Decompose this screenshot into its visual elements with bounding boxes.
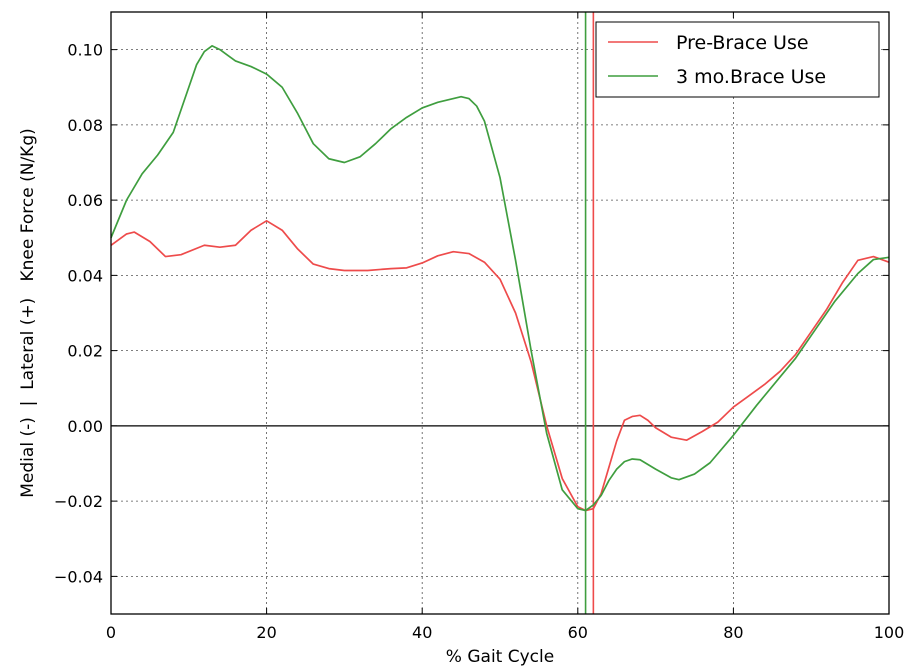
x-tick-labels: 0 20 40 60 80 100 [106, 623, 904, 642]
x-tick-label-2: 40 [412, 623, 432, 642]
y-tick-label-6: 0.08 [67, 116, 103, 135]
plot-frame [110, 11, 890, 615]
x-tick-label-3: 60 [568, 623, 588, 642]
y-tick-label-7: 0.10 [67, 41, 103, 60]
series-line-1 [110, 45, 890, 512]
y-tick-label-0: −0.04 [54, 567, 103, 586]
series-lines [110, 45, 890, 512]
y-tick-label-5: 0.06 [67, 191, 103, 210]
legend-label-brace: 3 mo.Brace Use [676, 66, 826, 88]
axis-ticks [110, 12, 890, 614]
y-tick-label-3: 0.02 [67, 342, 103, 361]
x-tick-label-4: 80 [723, 623, 743, 642]
legend: Pre-Brace Use 3 mo.Brace Use [595, 21, 880, 98]
legend-label-pre-brace: Pre-Brace Use [676, 32, 809, 54]
series-line-0 [110, 219, 890, 512]
legend-box [595, 21, 880, 98]
x-tick-label-0: 0 [106, 623, 116, 642]
x-axis-label: % Gait Cycle [446, 647, 554, 667]
y-tick-label-2: 0.00 [67, 417, 103, 436]
vertical-marker-lines [584, 12, 595, 614]
y-tick-label-1: −0.02 [54, 492, 103, 511]
x-tick-label-5: 100 [874, 623, 905, 642]
y-tick-label-4: 0.04 [67, 266, 103, 285]
y-tick-labels: −0.04 −0.02 0.00 0.02 0.04 0.06 0.08 0.10 [54, 41, 103, 587]
x-tick-label-1: 20 [256, 623, 276, 642]
grid-lines [111, 12, 889, 614]
y-axis-label: Medial (-) | Lateral (+) Knee Force (N/K… [18, 128, 38, 497]
